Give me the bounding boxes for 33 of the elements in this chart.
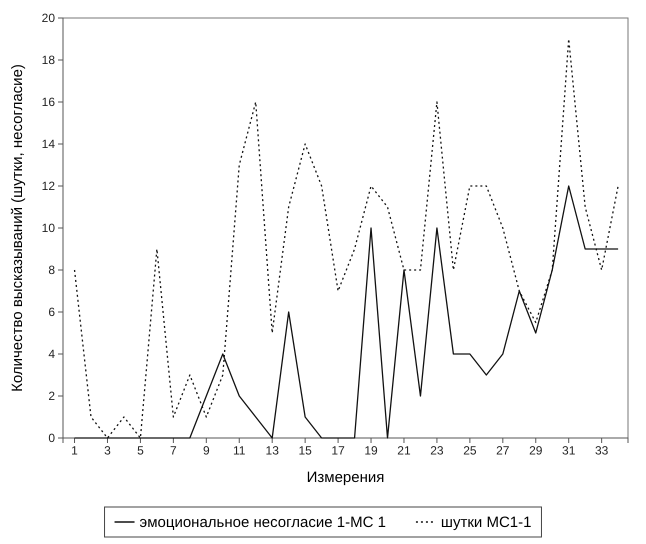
x-tick-label: 1 — [71, 444, 78, 458]
x-tick-label: 29 — [529, 444, 543, 458]
line-series — [74, 38, 619, 439]
x-tick-label: 15 — [298, 444, 312, 458]
y-tick-label: 8 — [48, 262, 56, 277]
x-tick-label: 25 — [463, 444, 477, 458]
x-tick-label: 13 — [266, 444, 280, 458]
y-tick-label: 4 — [48, 346, 56, 361]
y-tick-label: 12 — [42, 178, 56, 193]
y-tick-label: 16 — [42, 94, 56, 109]
x-axis-title: Измерения — [306, 469, 384, 486]
x-tick-label: 7 — [170, 444, 178, 458]
y-tick-label: 14 — [42, 136, 56, 151]
y-tick-label: 6 — [48, 304, 56, 319]
x-tick-label: 11 — [233, 444, 246, 458]
x-tick-label: 5 — [137, 444, 144, 458]
x-tick-label: 21 — [397, 444, 411, 458]
y-axis-title: Количество высказываний (шутки, несогласие) — [9, 64, 26, 392]
x-tick-label: 31 — [562, 444, 576, 458]
x-tick-label: 17 — [331, 444, 346, 458]
legend-label: шутки МС1-1 — [440, 514, 532, 531]
x-tick-label: 3 — [104, 444, 112, 458]
x-tick-label: 23 — [430, 444, 444, 458]
x-tick-label: 19 — [364, 444, 378, 458]
x-tick-label: 9 — [202, 444, 210, 458]
y-tick-label: 18 — [42, 52, 56, 67]
legend-label: эмоциональное несогласие 1-МС 1 — [140, 514, 386, 531]
y-tick-label: 0 — [48, 430, 56, 445]
y-tick-label: 2 — [48, 388, 56, 403]
x-tick-label: 33 — [594, 444, 609, 458]
x-tick-label: 27 — [496, 444, 510, 458]
y-tick-label: 10 — [42, 220, 56, 235]
y-tick-label: 20 — [42, 10, 56, 25]
